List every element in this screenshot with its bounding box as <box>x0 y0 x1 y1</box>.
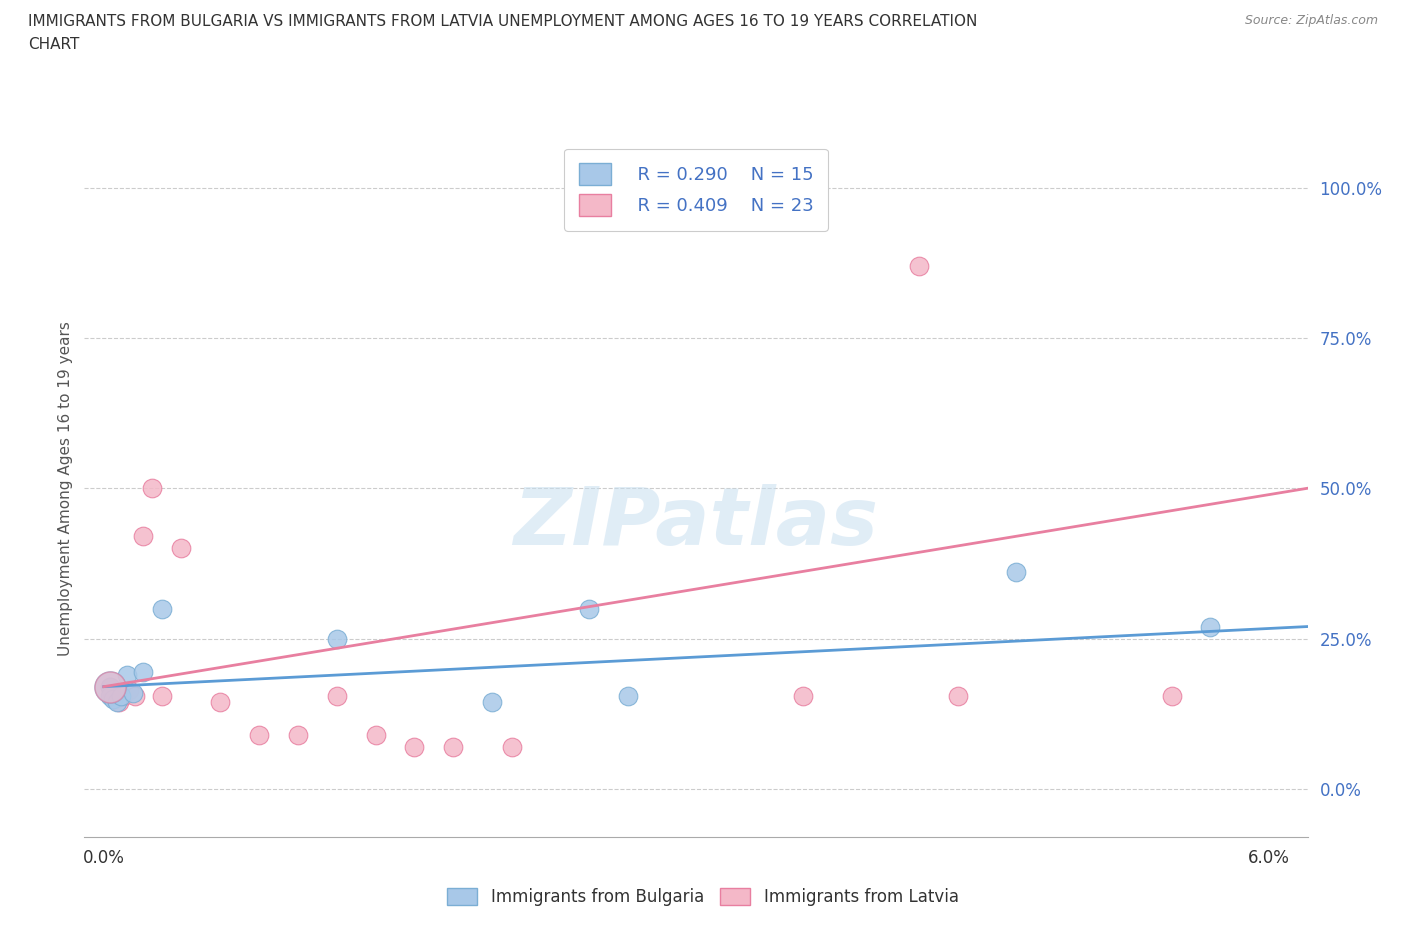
Point <box>131 664 153 679</box>
Text: IMMIGRANTS FROM BULGARIA VS IMMIGRANTS FROM LATVIA UNEMPLOYMENT AMONG AGES 16 TO: IMMIGRANTS FROM BULGARIA VS IMMIGRANTS F… <box>28 14 977 29</box>
Legend: Immigrants from Bulgaria, Immigrants from Latvia: Immigrants from Bulgaria, Immigrants fro… <box>440 881 966 912</box>
Point <box>946 688 969 703</box>
Y-axis label: Unemployment Among Ages 16 to 19 years: Unemployment Among Ages 16 to 19 years <box>58 321 73 656</box>
Text: Source: ZipAtlas.com: Source: ZipAtlas.com <box>1244 14 1378 27</box>
Point <box>1160 688 1182 703</box>
Point <box>209 695 232 710</box>
Point <box>1005 565 1028 580</box>
Point <box>105 695 128 710</box>
Point <box>364 727 387 742</box>
Text: CHART: CHART <box>28 37 80 52</box>
Point <box>617 688 640 703</box>
Point <box>98 679 121 694</box>
Point <box>110 688 132 703</box>
Point <box>404 739 426 754</box>
Point <box>287 727 309 742</box>
Text: ZIPatlas: ZIPatlas <box>513 485 879 562</box>
Point <box>100 688 122 703</box>
Point <box>118 683 141 698</box>
Point <box>150 688 173 703</box>
Point <box>98 688 121 703</box>
Point <box>441 739 464 754</box>
Point <box>104 691 127 706</box>
Point <box>98 679 121 694</box>
Point <box>170 541 193 556</box>
Point <box>247 727 270 742</box>
Point <box>108 695 131 710</box>
Point <box>908 259 931 273</box>
Point <box>578 601 600 616</box>
Point <box>792 688 814 703</box>
Point <box>112 688 135 703</box>
Legend:   R = 0.290    N = 15,   R = 0.409    N = 23: R = 0.290 N = 15, R = 0.409 N = 23 <box>564 149 828 231</box>
Point <box>103 691 125 706</box>
Point <box>481 695 503 710</box>
Point <box>131 529 153 544</box>
Point <box>98 679 121 694</box>
Point <box>150 601 173 616</box>
Point <box>501 739 523 754</box>
Point <box>326 688 349 703</box>
Point <box>124 688 146 703</box>
Point <box>122 685 145 700</box>
Point <box>326 631 349 646</box>
Point <box>115 667 138 682</box>
Point <box>141 481 163 496</box>
Point <box>1199 619 1222 634</box>
Point <box>98 679 121 694</box>
